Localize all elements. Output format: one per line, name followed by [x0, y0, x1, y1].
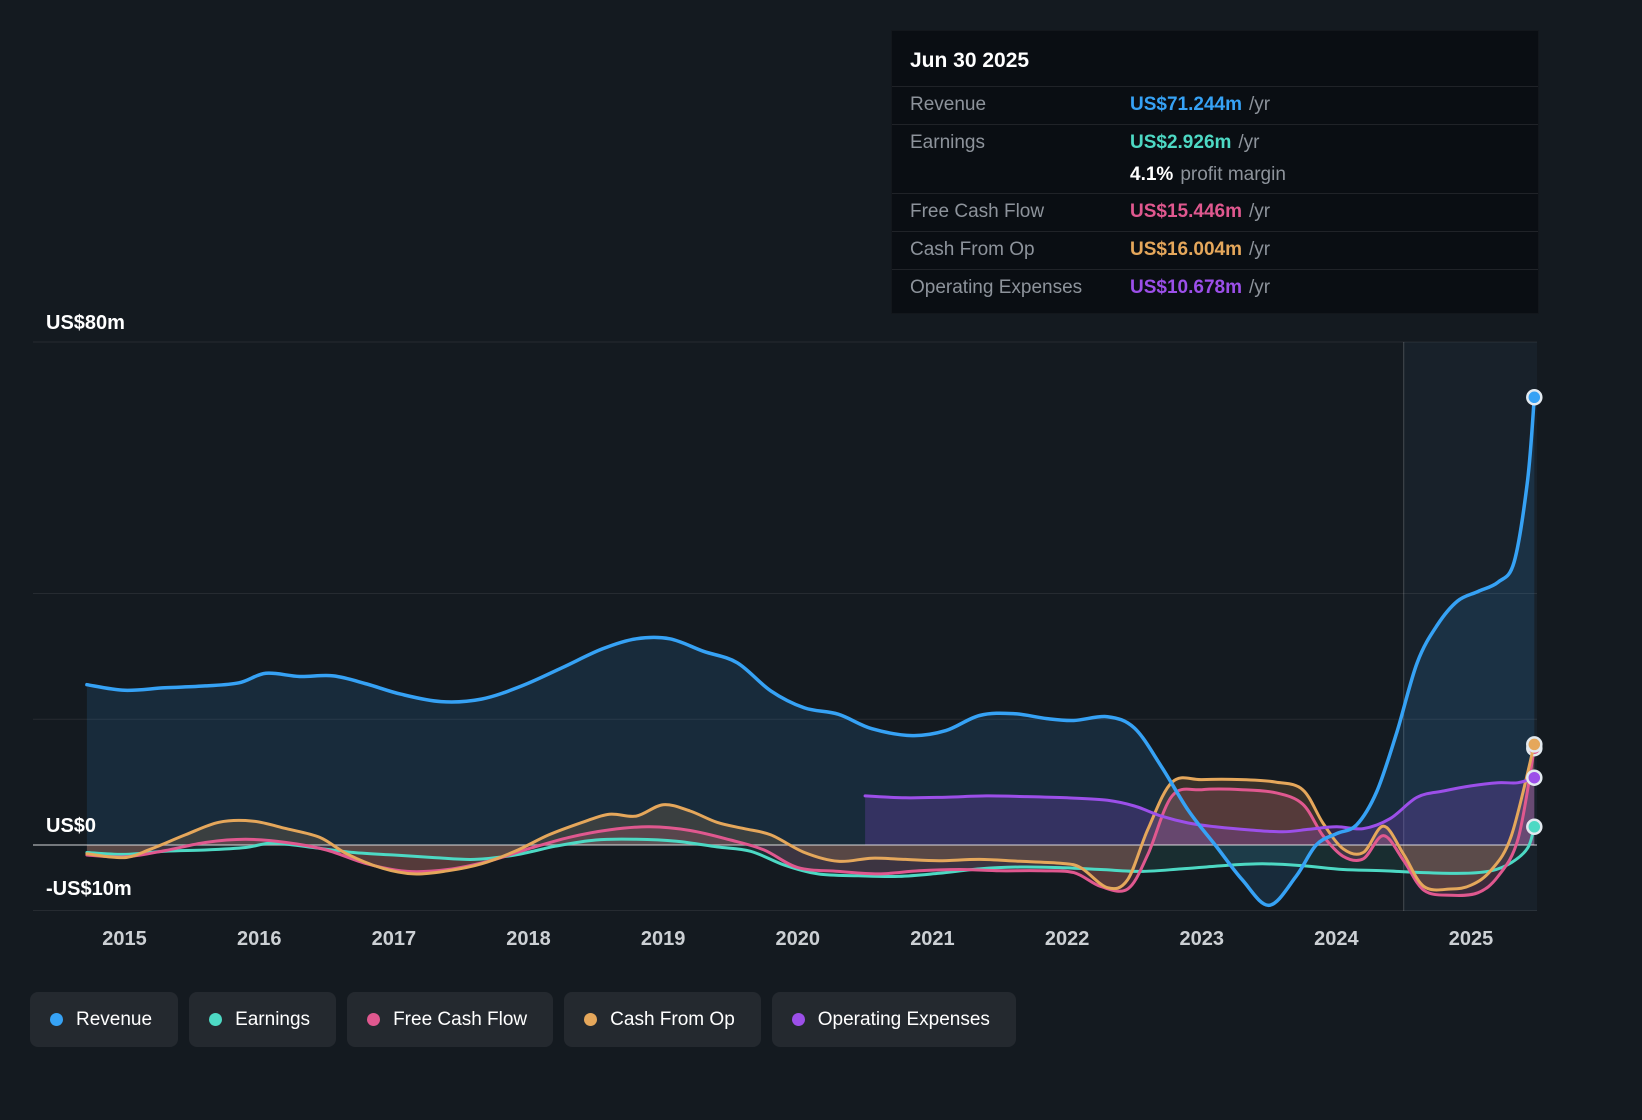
- operating-expenses-endpoint: [1526, 769, 1543, 786]
- tooltip-value-free-cash-flow: US$15.446m: [1130, 201, 1242, 223]
- tooltip-row-free-cash-flow: Free Cash Flow US$15.446m /yr: [892, 193, 1538, 231]
- revenue-line: [85, 395, 1537, 908]
- revenue-endpoint: [1526, 389, 1543, 406]
- cash-from-op-endpoint: [1526, 736, 1543, 753]
- legend-label-revenue: Revenue: [76, 1008, 153, 1030]
- legend-label-free-cash-flow: Free Cash Flow: [393, 1008, 528, 1030]
- tooltip-row-profit-margin: 4.1% profit margin: [892, 162, 1538, 194]
- x-axis-label: 2020: [775, 928, 821, 950]
- tooltip-unit-cash-from-op: /yr: [1248, 239, 1271, 261]
- tooltip-unit-revenue: /yr: [1248, 94, 1271, 115]
- chart-svg[interactable]: [33, 341, 1543, 911]
- legend-item-free-cash-flow[interactable]: Free Cash Flow: [347, 992, 554, 1047]
- tooltip-row-cash-from-op: Cash From Op US$16.004m /yr: [892, 231, 1538, 269]
- x-axis-label: 2021: [910, 928, 955, 950]
- legend-label-earnings: Earnings: [235, 1008, 311, 1030]
- cash-from-op-dot-icon: [584, 1013, 598, 1026]
- y-axis-label: US$80m: [46, 312, 125, 334]
- tooltip-unit-earnings: /yr: [1238, 131, 1260, 153]
- earnings-area: [86, 826, 1535, 877]
- chart-tooltip: Jun 30 2025 Revenue US$71.244m /yr Earni…: [891, 30, 1539, 314]
- chart-legend: Revenue Earnings Free Cash Flow Cash Fro…: [30, 992, 1016, 1047]
- x-axis-label: 2017: [371, 928, 417, 950]
- earnings-dot-icon: [209, 1013, 223, 1026]
- tooltip-unit-free-cash-flow: /yr: [1248, 201, 1271, 223]
- y-axis-label: US$0: [46, 814, 97, 837]
- tooltip-value-profit-margin: 4.1%: [1130, 163, 1174, 185]
- tooltip-label-free-cash-flow: Free Cash Flow: [910, 201, 1045, 223]
- x-axis-label: 2024: [1314, 928, 1359, 950]
- chart-plot-area[interactable]: [33, 341, 1543, 911]
- earnings-line: [85, 825, 1536, 879]
- x-axis-label: 2018: [506, 928, 551, 950]
- tooltip-date: Jun 30 2025: [910, 49, 1030, 72]
- cash-from-op-area: [86, 744, 1535, 890]
- earnings-endpoint: [1526, 818, 1543, 836]
- legend-label-cash-from-op: Cash From Op: [610, 1008, 735, 1030]
- legend-item-operating-expenses[interactable]: Operating Expenses: [771, 992, 1016, 1047]
- tooltip-unit-profit-margin: profit margin: [1180, 163, 1286, 185]
- tooltip-label-operating-expenses: Operating Expenses: [910, 276, 1083, 298]
- revenue-area: [86, 397, 1535, 906]
- x-axis-label: 2016: [236, 928, 282, 950]
- tooltip-row-revenue: Revenue US$71.244m /yr: [892, 86, 1538, 124]
- x-axis-label: 2023: [1179, 928, 1224, 950]
- tooltip-label-revenue: Revenue: [910, 94, 987, 115]
- x-axis-label: 2019: [640, 928, 686, 950]
- tooltip-value-earnings: US$2.926m: [1130, 131, 1232, 153]
- tooltip-label-earnings: Earnings: [910, 131, 985, 153]
- recent-period-highlight: [1403, 342, 1537, 911]
- tooltip-value-operating-expenses: US$10.678m: [1130, 276, 1242, 298]
- legend-label-operating-expenses: Operating Expenses: [817, 1008, 990, 1030]
- tooltip-row-earnings: Earnings US$2.926m /yr: [892, 123, 1538, 162]
- tooltip-label-cash-from-op: Cash From Op: [910, 239, 1035, 261]
- legend-item-earnings[interactable]: Earnings: [189, 992, 337, 1047]
- operating-expenses-dot-icon: [791, 1013, 805, 1026]
- revenue-dot-icon: [50, 1013, 63, 1026]
- operating-expenses-line: [863, 776, 1536, 834]
- tooltip-row-operating-expenses: Operating Expenses US$10.678m /yr: [892, 268, 1538, 307]
- tooltip-unit-operating-expenses: /yr: [1248, 276, 1271, 298]
- tooltip-value-revenue: US$71.244m: [1130, 94, 1242, 115]
- legend-item-revenue[interactable]: Revenue: [30, 992, 179, 1047]
- x-axis-label: 2025: [1448, 928, 1494, 950]
- x-axis-label: 2022: [1044, 928, 1090, 950]
- free-cash-flow-dot-icon: [367, 1013, 381, 1026]
- x-axis-label: 2015: [102, 928, 147, 950]
- cash-from-op-line: [85, 742, 1536, 892]
- y-axis-label: -US$10m: [46, 877, 132, 900]
- tooltip-value-cash-from-op: US$16.004m: [1130, 239, 1242, 261]
- legend-item-cash-from-op[interactable]: Cash From Op: [564, 992, 761, 1047]
